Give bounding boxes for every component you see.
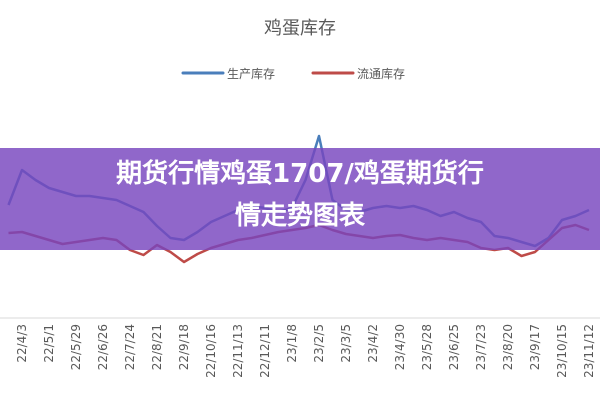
chart-title: 鸡蛋库存 bbox=[264, 18, 336, 39]
banner-text: 情走势图表 bbox=[235, 201, 366, 231]
x-tick-label: 22/6/26 bbox=[96, 324, 110, 370]
x-tick-label: 23/9/17 bbox=[528, 324, 542, 370]
x-tick-label: 22/5/29 bbox=[69, 324, 83, 370]
x-tick-label: 23/7/23 bbox=[474, 324, 488, 370]
x-tick-label: 23/1/8 bbox=[285, 324, 299, 363]
x-tick-label: 23/2/5 bbox=[312, 324, 326, 363]
x-tick-label: 22/5/1 bbox=[42, 324, 56, 363]
x-tick-label: 22/7/24 bbox=[123, 324, 137, 370]
x-tick-label: 23/10/15 bbox=[555, 324, 569, 378]
banner-text: 期货行情鸡蛋1707/鸡蛋期货行 bbox=[116, 158, 484, 189]
x-tick-label: 23/4/2 bbox=[366, 324, 380, 363]
x-tick-label: 23/4/30 bbox=[393, 324, 407, 370]
x-tick-label: 22/11/13 bbox=[231, 324, 245, 378]
x-tick-label: 22/10/16 bbox=[204, 324, 218, 378]
x-tick-label: 23/3/5 bbox=[339, 324, 353, 363]
x-tick-label: 23/5/28 bbox=[420, 324, 434, 370]
legend-label: 流通库存 bbox=[357, 66, 405, 81]
x-tick-label: 22/4/3 bbox=[15, 324, 29, 363]
x-tick-label: 23/6/25 bbox=[447, 324, 461, 370]
x-tick-label: 22/9/18 bbox=[177, 324, 191, 370]
legend-label: 生产库存 bbox=[227, 66, 275, 81]
x-tick-label: 22/12/11 bbox=[258, 324, 272, 378]
banner bbox=[0, 148, 600, 250]
x-tick-label: 22/8/21 bbox=[150, 324, 164, 370]
x-tick-label: 23/11/12 bbox=[582, 324, 596, 378]
x-tick-label: 23/8/20 bbox=[501, 324, 515, 370]
